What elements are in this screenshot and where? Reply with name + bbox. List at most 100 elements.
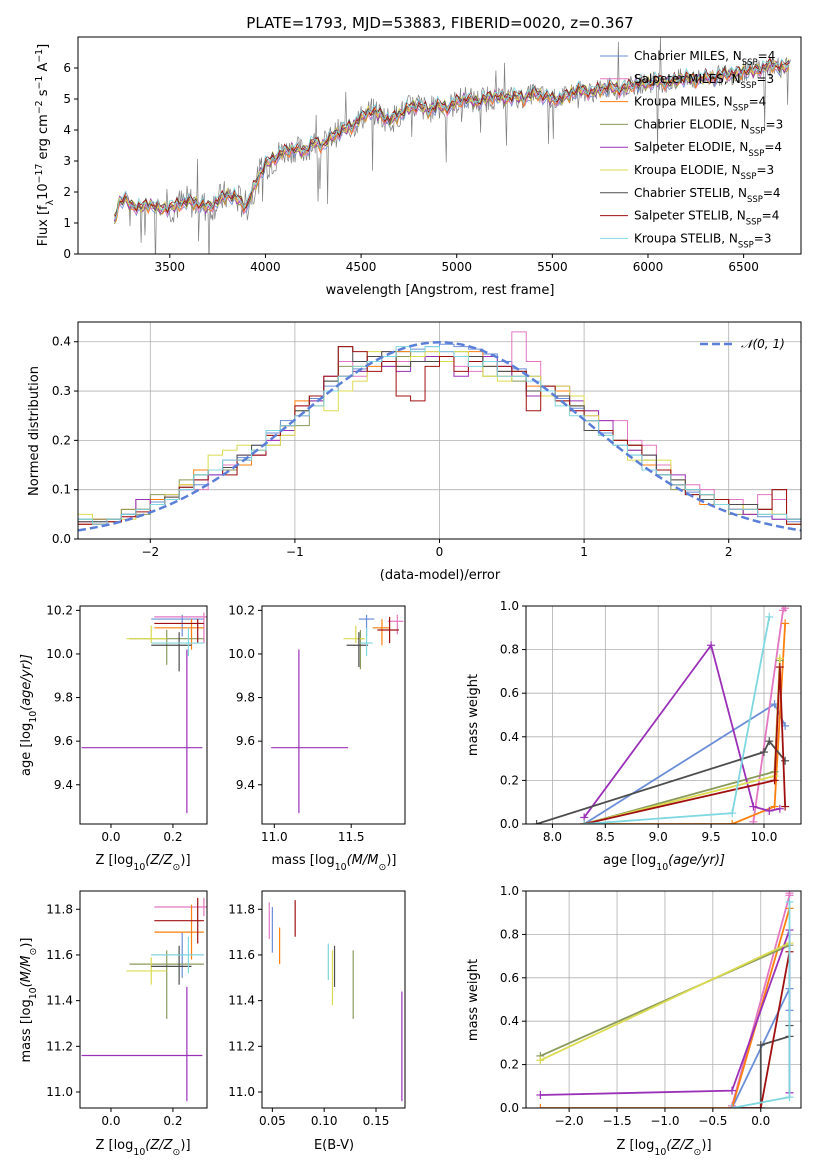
weight-z-ytick-label: 1.0 <box>500 884 519 898</box>
weight-z-xlabel: Z [log10(Z/Z⊙)] <box>616 1138 711 1158</box>
mass-ebv-xtick-label: 0.05 <box>259 1114 286 1128</box>
weight-z-frame <box>525 890 802 1109</box>
age-mass-ytick-label: 9.6 <box>236 734 255 748</box>
residual-plot-area <box>78 331 801 539</box>
weight-age-ytick-label: 0.8 <box>500 643 519 657</box>
spectrum-ytick-label: 5 <box>63 92 71 106</box>
spectrum-xtick-label: 5500 <box>537 260 568 274</box>
weight-age-ytick-label: 1.0 <box>500 599 519 613</box>
mass-z-ytick-label: 11.6 <box>46 948 73 962</box>
residual-xtick-label: 0 <box>436 545 444 559</box>
spectrum-title: PLATE=1793, MJD=53883, FIBERID=0020, z=0… <box>246 14 633 32</box>
axis-labels: Z [log10(Z/Z⊙)] mass [log10(M/M⊙)] age [lo… <box>19 654 725 1158</box>
weight-age-ytick-label: 0.4 <box>500 730 519 744</box>
weight-z-ytick-label: 0.8 <box>500 927 519 941</box>
weight-age-xtick-label: 9.5 <box>702 830 721 844</box>
weight-vs-age-panel: 8.0 8.5 9.0 9.5 10.0 0.0 0.2 0.4 0.6 0.8 1.0 <box>500 599 802 844</box>
weight-age-xtick-label: 9.0 <box>649 830 668 844</box>
spectrum-ytick-label: 3 <box>63 154 71 168</box>
weight-age-plot-area <box>532 606 790 824</box>
age-mass-frame <box>261 605 406 825</box>
residual-xtick-label: 1 <box>580 545 588 559</box>
mass-vs-ebv-panel: 0.05 0.10 0.15 11.0 11.2 11.4 11.6 11.8 <box>228 890 406 1128</box>
legend-entry-label: Chabrier ELODIE, NSSP=3 <box>634 117 783 136</box>
weight-age-xtick-label: 10.0 <box>751 830 778 844</box>
weight-z-xtick-label: −0.5 <box>698 1114 727 1128</box>
mass-z-plot-area <box>81 897 207 1102</box>
age-vs-metallicity-panel: 0.0 0.2 9.4 9.6 9.8 10.0 10.2 <box>46 603 208 844</box>
weight-z-xtick-label: −1.5 <box>602 1114 631 1128</box>
age-mass-ytick-label: 10.0 <box>228 647 255 661</box>
age-z-frame <box>79 605 208 825</box>
weight-age-frame <box>525 605 802 825</box>
legend-entry-label: Kroupa ELODIE, NSSP=3 <box>634 163 774 182</box>
residual-ylabel: Normed distribution <box>27 366 42 496</box>
spectrum-xtick-label: 4500 <box>346 260 377 274</box>
spectrum-ylabel-text: Flux [fλ10−17 erg cm−2 s−1 A−1] <box>34 44 56 246</box>
legend-entry-label: Chabrier MILES, NSSP=4 <box>634 49 775 68</box>
mass-ebv-xlabel: E(B-V) <box>314 1138 354 1153</box>
residual-panel: −2 −1 0 1 2 0.0 0.1 0.2 0.3 0.4 𝒩(0, 1) <box>52 321 802 559</box>
legend-entry-label: Kroupa STELIB, NSSP=3 <box>634 231 772 250</box>
mass-vs-metallicity-panel: 0.0 0.2 11.0 11.2 11.4 11.6 11.8 <box>46 890 208 1128</box>
spectrum-ytick-label: 1 <box>63 216 71 230</box>
mass-ebv-plot-area <box>268 900 403 1102</box>
residual-ytick-label: 0.0 <box>52 532 71 546</box>
weight-z-xtick-label: −1.0 <box>650 1114 679 1128</box>
mass-z-ytick-label: 11.8 <box>46 902 73 916</box>
spectrum-xlabel: wavelength [Angstrom, rest frame] <box>326 283 555 298</box>
mass-z-ylabel: mass [log10(M/M⊙)] <box>19 938 39 1063</box>
mass-z-ytick-label: 11.4 <box>46 994 73 1008</box>
model-spectrum-line <box>114 58 790 220</box>
spectrum-panel: 3500 4000 4500 5000 5500 6000 6500 0 1 2 3 4 5 6 Chabr… <box>63 36 802 274</box>
age-mass-ytick-label: 9.4 <box>236 778 255 792</box>
weight-z-ylabel: mass weight <box>466 959 481 1041</box>
weight-age-line <box>536 739 786 824</box>
mass-ebv-ytick-label: 11.4 <box>228 994 255 1008</box>
mass-z-xtick-label: 0.0 <box>101 1114 120 1128</box>
spectrum-ytick-label: 4 <box>63 123 71 137</box>
mass-ebv-ytick-label: 11.0 <box>228 1085 255 1099</box>
weight-age-ytick-label: 0.2 <box>500 773 519 787</box>
age-mass-ytick-label: 10.2 <box>228 603 255 617</box>
spectrum-xtick-label: 6500 <box>728 260 759 274</box>
age-z-ytick-label: 10.0 <box>46 647 73 661</box>
weight-age-xtick-label: 8.5 <box>596 830 615 844</box>
legend-entry-label: Salpeter STELIB, NSSP=4 <box>634 209 779 228</box>
residual-xtick-label: −2 <box>141 545 159 559</box>
weight-age-xtick-label: 8.0 <box>543 830 562 844</box>
age-mass-plot-area <box>271 614 404 814</box>
gaussian-curve <box>78 340 801 532</box>
mass-ebv-ytick-label: 11.8 <box>228 902 255 916</box>
weight-age-line <box>584 623 787 824</box>
weight-z-line <box>540 908 791 1108</box>
weight-z-ytick-label: 0.6 <box>500 971 519 985</box>
weight-age-xlabel: age [log10(age/yr)] <box>603 853 725 873</box>
legend-entry-label: Chabrier STELIB, NSSP=4 <box>634 186 781 205</box>
age-mass-xtick-label: 11.5 <box>338 830 365 844</box>
residual-xlabel: (data-model)/error <box>380 568 501 583</box>
age-z-ytick-label: 10.2 <box>46 603 73 617</box>
mass-z-ytick-label: 11.2 <box>46 1039 73 1053</box>
age-z-xtick-label: 0.0 <box>101 830 120 844</box>
age-z-ytick-label: 9.4 <box>54 778 73 792</box>
weight-z-line <box>732 951 791 1108</box>
weight-age-ylabel: mass weight <box>466 674 481 756</box>
age-vs-mass-panel: 11.0 11.5 9.4 9.6 9.8 10.0 10.2 <box>228 603 406 844</box>
age-z-ytick-label: 9.6 <box>54 734 73 748</box>
residual-xtick-label: −1 <box>286 545 304 559</box>
mass-z-xlabel: Z [log10(Z/Z⊙)] <box>95 1138 190 1158</box>
age-mass-xlabel: mass [log10(M/M⊙)] <box>272 853 397 873</box>
weight-z-line <box>540 944 790 1057</box>
spectrum-xtick-label: 4000 <box>250 260 281 274</box>
weight-age-ytick-label: 0.6 <box>500 686 519 700</box>
weight-z-ytick-label: 0.2 <box>500 1058 519 1072</box>
spectrum-ytick-label: 6 <box>63 61 71 75</box>
mass-ebv-ytick-label: 11.2 <box>228 1039 255 1053</box>
spectrum-xtick-label: 3500 <box>155 260 186 274</box>
legend-entry-label: Kroupa MILES, NSSP=4 <box>634 95 766 114</box>
age-z-ylabel: age [log10(age/yr)] <box>19 654 39 776</box>
residual-xtick-label: 2 <box>725 545 733 559</box>
mass-ebv-xtick-label: 0.15 <box>363 1114 390 1128</box>
spectrum-plot-area <box>113 37 791 254</box>
